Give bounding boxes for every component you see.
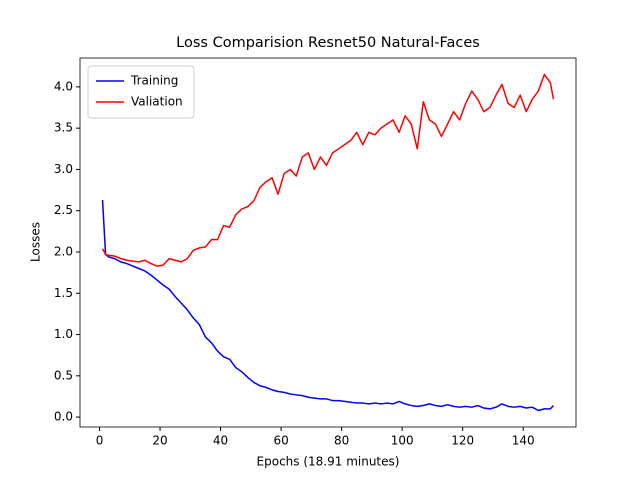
x-tick-label: 40	[213, 434, 228, 448]
y-tick-label: 1.5	[54, 286, 73, 300]
x-tick-label: 0	[96, 434, 104, 448]
y-tick-label: 3.0	[54, 162, 73, 176]
x-tick-label: 140	[512, 434, 535, 448]
x-tick-label: 120	[451, 434, 474, 448]
x-tick-label: 20	[152, 434, 167, 448]
y-tick-label: 1.0	[54, 327, 73, 341]
legend-label: Training	[130, 74, 178, 88]
y-tick-label: 2.5	[54, 203, 73, 217]
y-axis-label: Losses	[29, 222, 43, 262]
series-line	[101, 73, 555, 267]
y-tick-label: 2.0	[54, 244, 73, 258]
y-tick-label: 0.5	[54, 368, 73, 382]
legend-box	[87, 65, 195, 119]
chart-title: Loss Comparision Resnet50 Natural-Faces	[176, 35, 480, 51]
x-tick-label: 80	[334, 434, 349, 448]
y-tick-label: 3.5	[54, 121, 73, 135]
axes-frame	[79, 57, 577, 428]
legend-label: Valiation	[131, 95, 183, 109]
y-tick-label: 4.0	[54, 79, 73, 93]
x-tick-label: 60	[273, 434, 288, 448]
y-tick-label: 0.0	[54, 410, 73, 424]
x-tick-label: 100	[391, 434, 414, 448]
series-line	[101, 199, 555, 412]
x-axis-label: Epochs (18.91 minutes)	[257, 455, 400, 469]
